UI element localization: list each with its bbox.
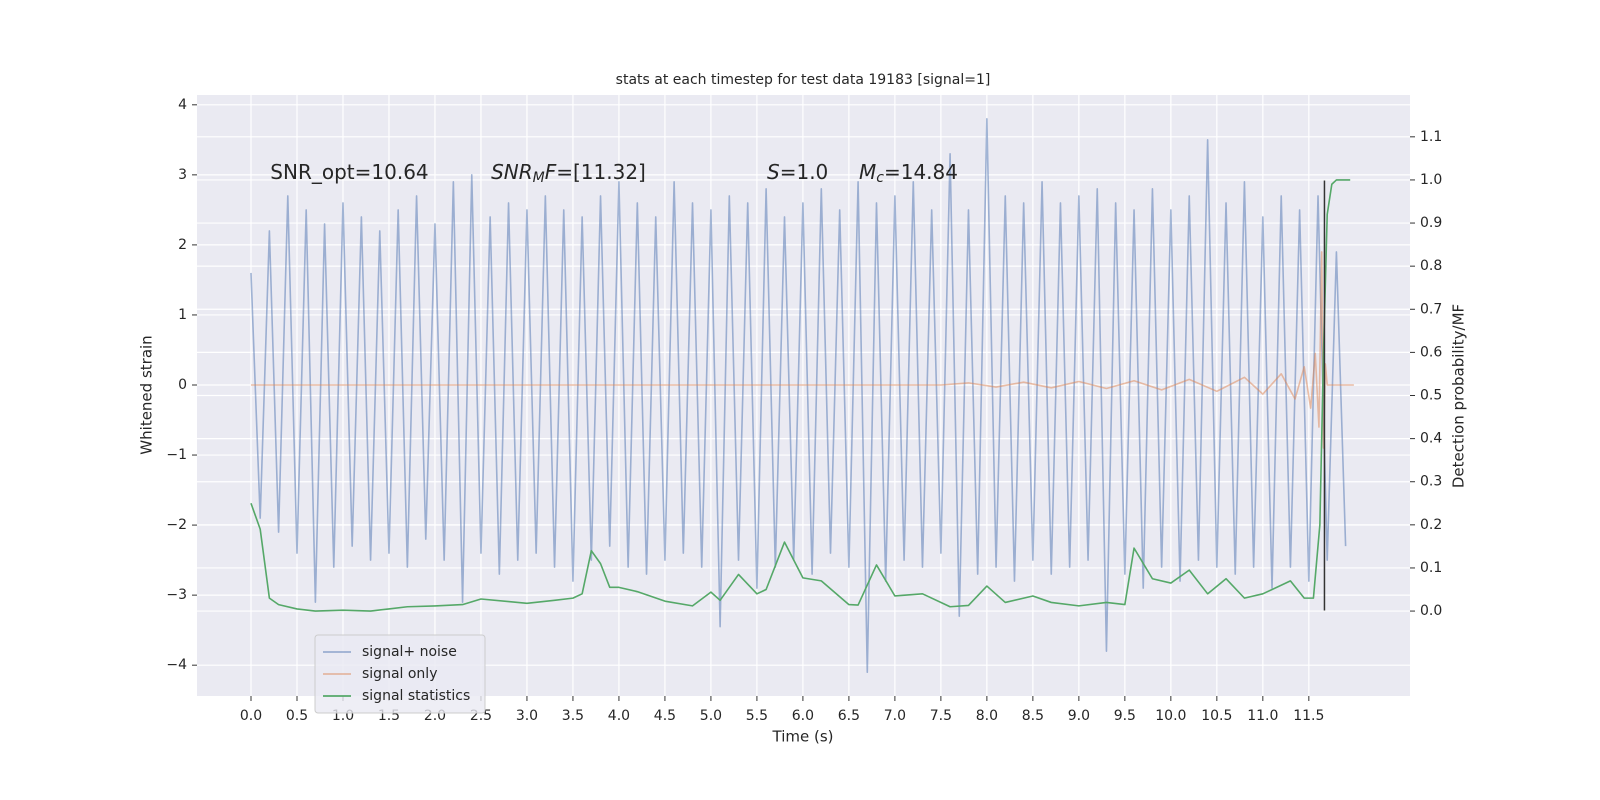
y2-tick-label: 1.0	[1420, 172, 1442, 188]
y2-tick-label: 0.9	[1420, 215, 1442, 231]
x-tick-label: 0.5	[286, 708, 308, 724]
annotation-part: M	[533, 170, 545, 186]
x-tick-label: 9.0	[1068, 708, 1090, 724]
y-tick-label: −1	[166, 447, 187, 463]
y-axis-label: Whitened strain	[138, 335, 156, 454]
y-tick-label: 3	[178, 167, 187, 183]
annotation-part: SNR	[491, 159, 533, 183]
series-line	[250, 118, 1347, 673]
annotation-part: =14.84	[884, 159, 958, 183]
legend-label: signal statistics	[362, 688, 470, 704]
y-tick-label: 1	[178, 307, 187, 323]
y2-tick-label: 0.7	[1420, 301, 1442, 317]
annotation-part: F	[545, 159, 557, 183]
y2-tick-label: 0.4	[1420, 431, 1442, 447]
annotation: SNRMF=[11.32]	[491, 159, 646, 186]
y2-tick-label: 0.6	[1420, 344, 1442, 360]
y2-tick-label: 0.2	[1420, 517, 1442, 533]
y2-tick-label: 0.3	[1420, 474, 1442, 490]
x-tick-label: 0.0	[240, 708, 262, 724]
y-tick-label: 4	[178, 97, 187, 113]
chart-title: stats at each timestep for test data 191…	[616, 72, 991, 88]
legend-label: signal only	[362, 666, 437, 682]
x-tick-label: 10.0	[1155, 708, 1186, 724]
series-line	[250, 179, 1351, 612]
annotation: S=1.0	[767, 159, 828, 183]
x-tick-label: 8.0	[976, 708, 998, 724]
annotation-part: M	[859, 159, 876, 183]
x-tick-label: 3.0	[516, 708, 538, 724]
annotation-part: S	[767, 159, 780, 183]
marks	[250, 118, 1354, 673]
annotation-part: =[11.32]	[556, 159, 646, 183]
y-tick-label: 2	[178, 237, 187, 253]
y-tick-label: −2	[166, 517, 187, 533]
y-tick-label: 0	[178, 377, 187, 393]
x-tick-label: 7.0	[884, 708, 906, 724]
x-tick-label: 6.0	[792, 708, 814, 724]
y2-tick-label: 0.0	[1420, 603, 1442, 619]
y2-axis-label: Detection probability/MF	[1450, 304, 1468, 488]
legend-label: signal+ noise	[362, 644, 457, 660]
x-tick-label: 9.5	[1114, 708, 1136, 724]
x-tick-label: 8.5	[1022, 708, 1044, 724]
annotation: SNR_opt=10.64	[270, 159, 428, 183]
annotation-part: c	[876, 170, 884, 186]
x-tick-label: 6.5	[838, 708, 860, 724]
x-tick-label: 3.5	[562, 708, 584, 724]
legend-box	[314, 634, 486, 714]
x-tick-label: 7.5	[930, 708, 952, 724]
x-tick-label: 11.0	[1247, 708, 1278, 724]
x-tick-label: 11.5	[1293, 708, 1324, 724]
x-tick-label: 5.0	[700, 708, 722, 724]
x-axis-label: Time (s)	[772, 728, 834, 746]
annotation: Mc=14.84	[859, 159, 958, 186]
y-tick-label: −4	[166, 657, 187, 673]
y-tick-label: −3	[166, 587, 187, 603]
legend: signal+ noise signal only signal statistic…	[314, 634, 486, 714]
y2-tick-label: 0.8	[1420, 258, 1442, 274]
y2-tick-label: 1.1	[1420, 129, 1442, 145]
x-tick-label: 4.5	[654, 708, 676, 724]
x-tick-label: 4.0	[608, 708, 630, 724]
axes: 0.0 0.5 1.0 1.5 2.0 2.5 3.0 3.5 4.0 4.5 5.0 5.5 6.0 6…	[166, 97, 1442, 724]
y2-tick-label: 0.1	[1420, 560, 1442, 576]
annotation-part: SNR_opt=10.64	[270, 159, 428, 183]
y2-tick-label: 0.5	[1420, 388, 1442, 404]
series-line	[250, 251, 1354, 449]
x-tick-label: 5.5	[746, 708, 768, 724]
annotation-part: =1.0	[780, 159, 829, 183]
x-tick-label: 10.5	[1201, 708, 1232, 724]
